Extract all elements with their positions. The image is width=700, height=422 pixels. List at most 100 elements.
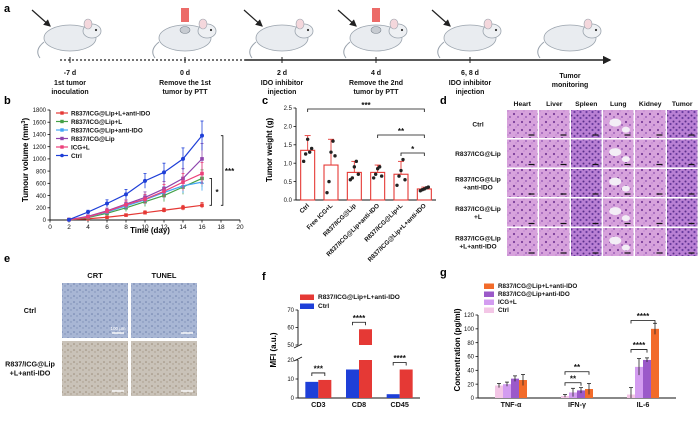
mouse-ear <box>198 18 208 30</box>
growth-x-tick-label: 2 <box>67 224 71 231</box>
weight-sig-bracket-3 <box>400 152 425 156</box>
timeline-desc-0-1: inoculation <box>51 89 88 96</box>
growth-point <box>181 156 185 161</box>
panel-label-b: b <box>4 95 11 107</box>
mfi-legend-label-1: Ctrl <box>318 303 329 310</box>
timeline-desc-3-1: tumor by PTT <box>353 89 399 96</box>
cyto-legend-swatch-1 <box>484 299 494 305</box>
growth-point <box>105 201 109 206</box>
he-col-label-5: Tumor <box>672 101 693 108</box>
weight-point <box>350 176 355 180</box>
sig-star-1: * <box>216 188 220 197</box>
mfi-y-tick-label: 20 <box>287 358 294 364</box>
legend-label-3: R837/ICG@Lip <box>71 136 115 143</box>
he-col-label-2: Spleen <box>575 101 597 108</box>
weight-point <box>329 150 333 154</box>
weight-y-axis-label: Tumor weight (g) <box>265 118 274 183</box>
growth-point <box>143 210 147 215</box>
cyto-sig-bracket-3 <box>630 349 648 353</box>
he-image-1-0 <box>507 139 538 168</box>
cyto-legend-label-3: R837/ICG@Lip+L+anti-IDO <box>498 283 577 290</box>
weight-sig-bracket-1 <box>307 108 425 112</box>
cyto-y-tick-label: 60 <box>467 355 474 361</box>
mfi-category-label-2: CD45 <box>390 400 408 409</box>
he-image-2-5 <box>667 169 698 197</box>
growth-point <box>86 215 90 219</box>
he-col-label-1: Liver <box>546 101 563 108</box>
ihc-image-1-1 <box>131 341 197 396</box>
weight-y-tick-label: 1.5 <box>284 143 293 149</box>
timeline-desc-4-0: IDO inhibitor <box>449 80 492 87</box>
mfi-y-tick-label: 70 <box>287 308 294 314</box>
injection-arrow <box>337 9 357 27</box>
growth-x-tick-label: 12 <box>160 224 168 231</box>
mfi-sig-1: **** <box>353 314 366 323</box>
cyto-bar-0-2 <box>511 378 519 398</box>
he-image-4-1 <box>539 228 570 256</box>
ihc-scale-label: 100 μm <box>110 326 125 331</box>
cyto-bar-0-0 <box>495 385 503 398</box>
legend-label-1: R837/ICG@Lip+L <box>71 119 122 126</box>
mfi-y-tick-label: 10 <box>287 377 294 383</box>
he-image-4-4 <box>635 228 666 256</box>
he-image-0-4 <box>635 110 666 138</box>
cyto-y-tick-label: 120 <box>464 313 475 319</box>
growth-line-4 <box>68 173 203 221</box>
growth-point <box>181 180 185 184</box>
mfi-y-axis-label: MFI (a.u.) <box>269 332 278 367</box>
weight-point <box>397 174 401 178</box>
mouse-ear <box>83 18 93 30</box>
he-image-0-2 <box>571 110 602 138</box>
tumor-site <box>370 26 382 34</box>
mouse-eye <box>94 28 98 32</box>
growth-point <box>200 133 204 138</box>
growth-y-tick-label: 400 <box>36 194 47 200</box>
weight-point <box>307 150 312 154</box>
cyto-bar-1-2 <box>577 390 585 398</box>
weight-point <box>399 168 403 173</box>
panel-label-d: d <box>440 95 447 107</box>
lung-alveolus <box>621 126 630 133</box>
he-image-grid: Heart Liver Spleen Lung Kidney Tumor Ctrl R837/… <box>455 101 698 256</box>
growth-point <box>105 209 109 214</box>
injection-arrow <box>243 9 263 27</box>
cyto-bar-2-2 <box>643 359 651 398</box>
cyto-category-label-0: TNF-α <box>501 400 522 409</box>
growth-series: **** <box>67 120 235 222</box>
timeline-day-1: 0 d <box>180 70 190 77</box>
cyto-legend-swatch-3 <box>484 283 494 289</box>
cyto-legend-swatch-2 <box>484 291 494 297</box>
panel-d-he-grid: d Heart Liver Spleen Lung Kidney Tumor Ctrl R83… <box>440 95 698 256</box>
mouse-tail <box>37 41 45 59</box>
mfi-sig-0: *** <box>314 364 324 373</box>
growth-point <box>124 213 128 217</box>
panel-a-timeline: a -7 d 1st tumor inoculation 0 d Remove the … <box>4 3 612 96</box>
he-image-4-5 <box>667 228 698 256</box>
he-image-0-1 <box>539 110 570 138</box>
lung-alveolus <box>621 156 630 163</box>
weight-point <box>371 176 376 180</box>
panel-label-a: a <box>4 3 11 15</box>
mouse-tail <box>343 41 351 59</box>
cyto-legend-label-2: R837/ICG@Lip+anti-IDO <box>498 291 570 298</box>
he-image-1-2 <box>571 139 602 168</box>
growth-axes: 0 2 4 6 8 10 12 14 16 18 2002004006008001000120014… <box>33 108 244 231</box>
ihc-col-label-0: CRT <box>87 271 103 280</box>
weight-point <box>352 165 357 169</box>
legend-label-4: ICG+L <box>71 144 90 151</box>
legend-label-5: Ctrl <box>71 153 82 160</box>
timeline-day-3: 4 d <box>371 70 381 77</box>
weight-point <box>403 178 407 182</box>
panel-b-growth-chart: b 0 2 4 6 8 10 12 14 16 18 20020040060080010001200… <box>4 95 244 235</box>
he-image-2-2 <box>571 169 602 197</box>
sig-bracket-2 <box>220 135 224 206</box>
weight-point <box>401 157 405 162</box>
mouse-4 <box>431 9 502 59</box>
lung-alveolus <box>621 215 630 222</box>
timeline-desc-2-1: injection <box>268 89 297 96</box>
mfi-bar-ctrl-2 <box>386 394 400 398</box>
he-image-2-0 <box>507 169 538 197</box>
mouse-tail <box>537 41 545 59</box>
